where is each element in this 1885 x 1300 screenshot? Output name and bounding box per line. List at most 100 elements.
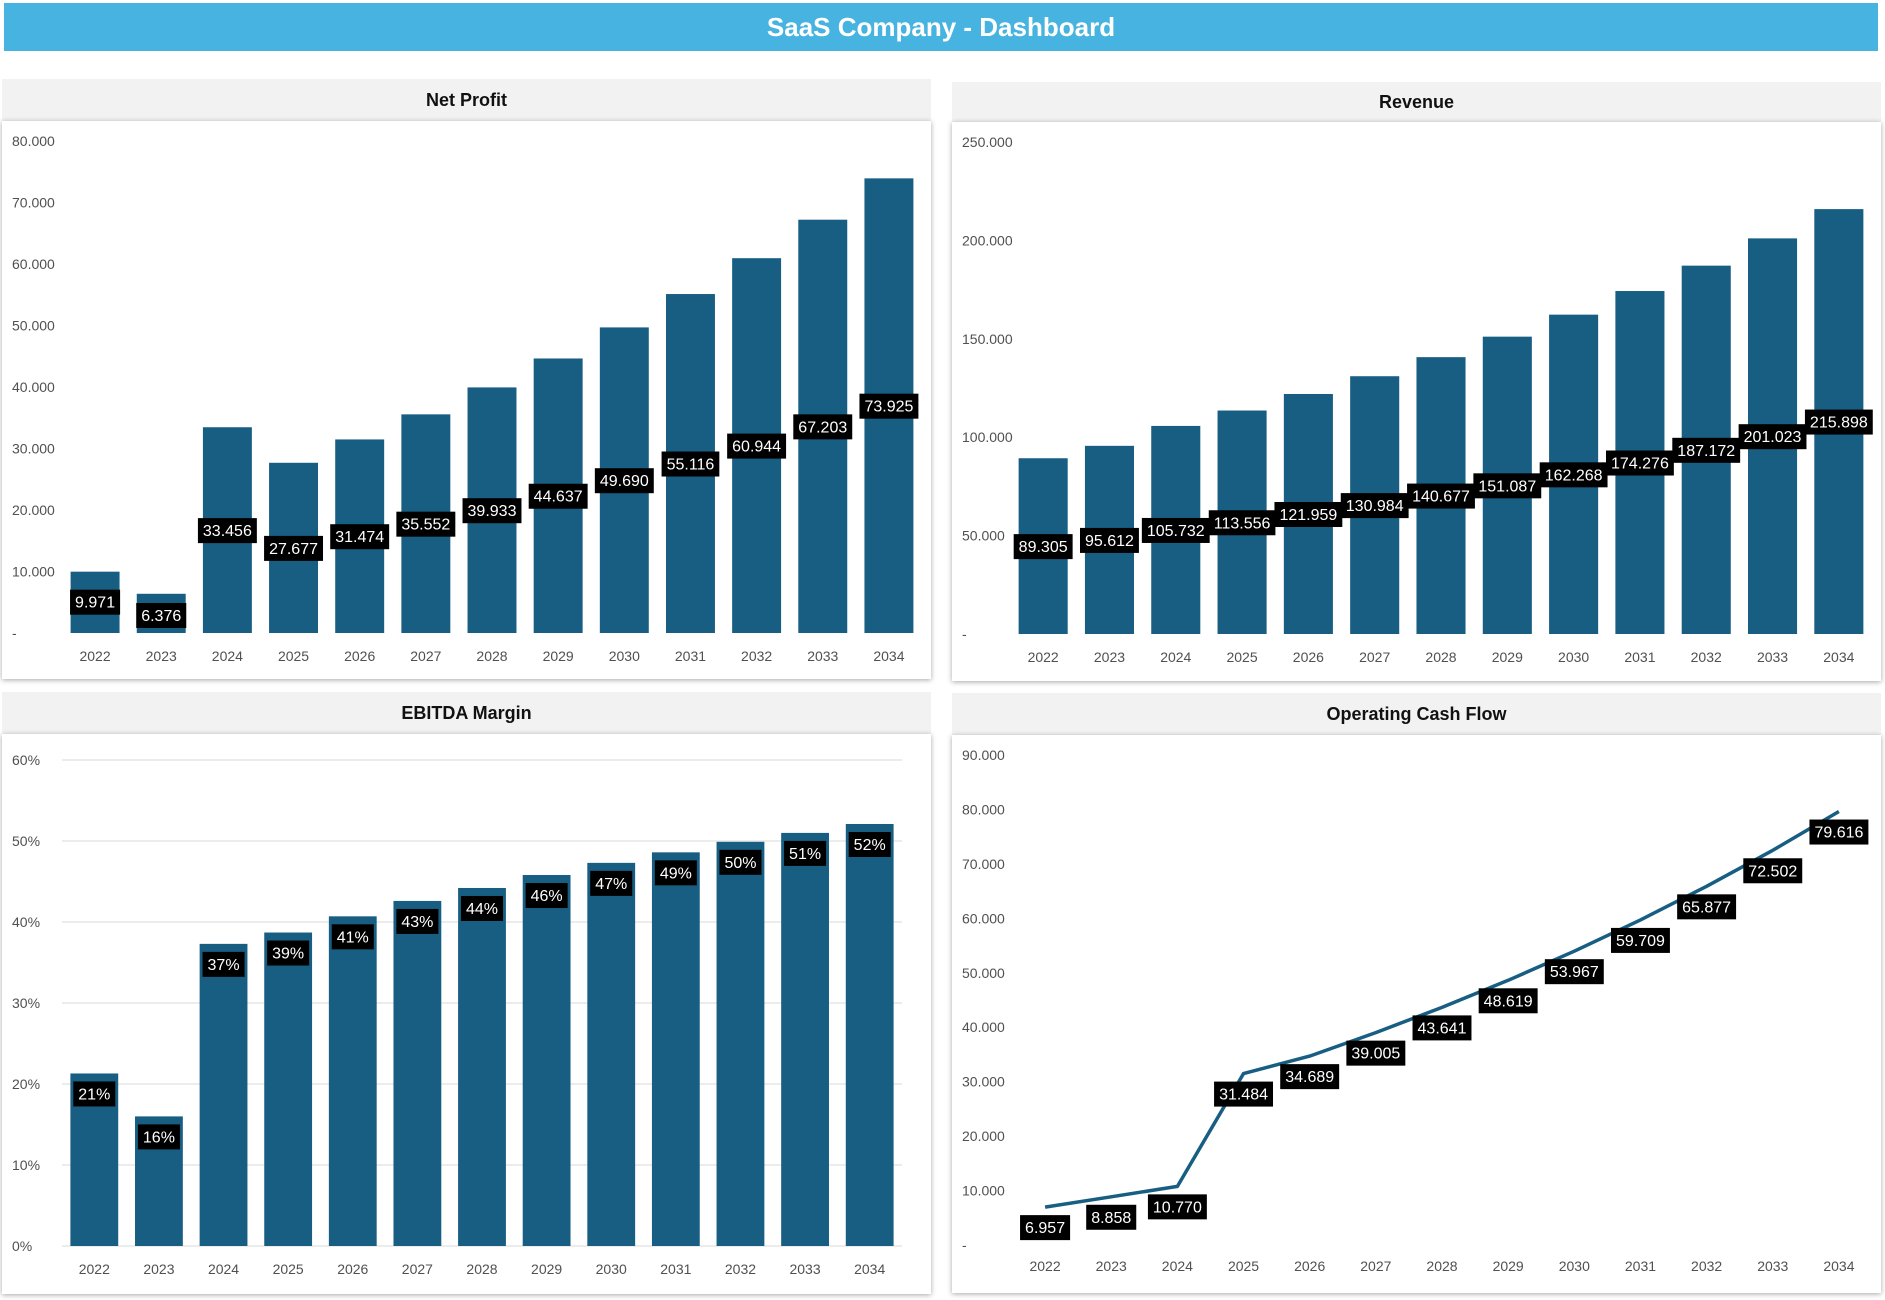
y-tick-label: 10.000 — [962, 1183, 1005, 1199]
x-tick-label: 2029 — [543, 648, 574, 664]
x-tick-label: 2022 — [79, 1261, 110, 1277]
data-label: 65.877 — [1677, 894, 1737, 920]
y-tick-label: - — [962, 626, 967, 642]
svg-text:72.502: 72.502 — [1748, 863, 1797, 880]
operating-cash-flow-title: Operating Cash Flow — [1326, 703, 1507, 724]
svg-text:16%: 16% — [143, 1129, 175, 1146]
data-label: 44% — [460, 895, 504, 921]
svg-text:130.984: 130.984 — [1346, 498, 1404, 515]
y-tick-label: 50% — [12, 833, 40, 849]
x-tick-label: 2028 — [1426, 1258, 1457, 1274]
x-tick-label: 2030 — [1558, 649, 1589, 665]
data-label: 67.203 — [793, 414, 853, 440]
x-tick-label: 2029 — [531, 1261, 562, 1277]
svg-text:162.268: 162.268 — [1545, 467, 1603, 484]
x-tick-label: 2022 — [79, 648, 110, 664]
y-tick-label: 30.000 — [12, 441, 55, 457]
data-label: 49% — [654, 860, 697, 886]
svg-text:51%: 51% — [789, 846, 821, 863]
y-tick-label: 70.000 — [12, 195, 55, 211]
revenue-title: Revenue — [1378, 91, 1455, 112]
x-tick-label: 2029 — [1493, 1258, 1524, 1274]
revenue-chart: - 50.000 100.000 150.000 200.000 250.000 2022 2… — [952, 122, 1873, 665]
x-tick-label: 2028 — [466, 1261, 497, 1277]
x-tick-label: 2029 — [1492, 649, 1523, 665]
svg-text:34.689: 34.689 — [1285, 1069, 1334, 1086]
y-tick-label: 50.000 — [12, 318, 55, 334]
svg-text:37%: 37% — [208, 957, 240, 974]
data-label: 43% — [396, 908, 439, 934]
bar — [264, 932, 313, 1246]
x-tick-label: 2027 — [1359, 649, 1390, 665]
x-tick-label: 2033 — [789, 1261, 820, 1277]
ebitda-margin-header: EBITDA Margin — [2, 692, 931, 734]
x-tick-label: 2026 — [1294, 1258, 1325, 1274]
svg-text:89.305: 89.305 — [1019, 539, 1068, 556]
data-label: 47% — [590, 870, 633, 896]
svg-text:67.203: 67.203 — [798, 419, 847, 436]
y-tick-label: 10% — [12, 1157, 40, 1173]
net-profit-panel: - 10.000 20.000 30.000 40.000 50.000 60.000 70.… — [2, 121, 931, 679]
x-tick-label: 2031 — [1624, 649, 1655, 665]
data-label: 215.898 — [1804, 409, 1873, 435]
svg-text:44%: 44% — [466, 901, 498, 918]
net-profit-header: Net Profit — [2, 79, 931, 121]
bar — [522, 875, 571, 1246]
svg-text:44.637: 44.637 — [534, 489, 583, 506]
ebitda-margin-panel: 0% 10% 20% 30% 40% 50% 60% 2022 2023 2024 2025 2026… — [2, 734, 931, 1294]
svg-text:95.612: 95.612 — [1085, 533, 1134, 550]
svg-text:6.376: 6.376 — [141, 608, 181, 625]
svg-text:53.967: 53.967 — [1550, 964, 1599, 981]
data-label: 27.677 — [264, 535, 324, 561]
svg-text:48.619: 48.619 — [1484, 993, 1533, 1010]
y-tick-label: 60.000 — [12, 256, 55, 272]
bar — [199, 943, 248, 1246]
y-tick-label: 50.000 — [962, 528, 1005, 544]
data-label: 60.944 — [727, 433, 787, 459]
x-tick-label: 2028 — [1425, 649, 1456, 665]
data-label: 72.502 — [1743, 858, 1803, 884]
x-tick-label: 2024 — [1160, 649, 1191, 665]
x-tick-label: 2023 — [143, 1261, 174, 1277]
y-tick-label: 20% — [12, 1076, 40, 1092]
y-tick-label: 30.000 — [962, 1074, 1005, 1090]
x-tick-label: 2034 — [873, 648, 904, 664]
svg-text:49%: 49% — [660, 865, 692, 882]
svg-text:215.898: 215.898 — [1810, 415, 1868, 432]
y-tick-label: 80.000 — [12, 133, 55, 149]
series-line — [1044, 809, 1840, 1209]
x-tick-label: 2026 — [1293, 649, 1324, 665]
data-label: 59.709 — [1610, 927, 1670, 953]
y-tick-label: - — [962, 1237, 967, 1253]
data-label: 187.172 — [1672, 437, 1741, 463]
svg-text:31.484: 31.484 — [1219, 1087, 1268, 1104]
y-tick-label: 10.000 — [12, 564, 55, 580]
net-profit-title: Net Profit — [426, 89, 507, 110]
svg-text:31.474: 31.474 — [335, 529, 384, 546]
y-tick-label: 30% — [12, 995, 40, 1011]
y-tick-label: - — [12, 625, 17, 641]
svg-text:39%: 39% — [272, 946, 304, 963]
data-label: 21% — [73, 1081, 116, 1107]
data-label: 105.732 — [1141, 517, 1210, 543]
data-label: 49.690 — [594, 468, 654, 494]
y-tick-label: 0% — [12, 1238, 32, 1254]
data-label: 95.612 — [1079, 527, 1139, 553]
svg-text:47%: 47% — [595, 876, 627, 893]
x-tick-label: 2027 — [1360, 1258, 1391, 1274]
x-tick-label: 2031 — [1625, 1258, 1656, 1274]
svg-text:49.690: 49.690 — [600, 473, 649, 490]
x-tick-label: 2032 — [1691, 1258, 1722, 1274]
data-label: 39% — [267, 940, 310, 966]
data-label: 8.858 — [1086, 1204, 1137, 1230]
x-tick-label: 2022 — [1029, 1258, 1060, 1274]
data-label: 37% — [202, 951, 245, 977]
data-label: 89.305 — [1013, 534, 1073, 560]
x-tick-label: 2024 — [208, 1261, 239, 1277]
x-tick-label: 2034 — [1823, 649, 1854, 665]
x-tick-label: 2027 — [402, 1261, 433, 1277]
data-label: 53.967 — [1544, 959, 1604, 985]
y-tick-label: 200.000 — [962, 232, 1013, 248]
svg-text:65.877: 65.877 — [1682, 899, 1731, 916]
svg-text:41%: 41% — [337, 929, 369, 946]
